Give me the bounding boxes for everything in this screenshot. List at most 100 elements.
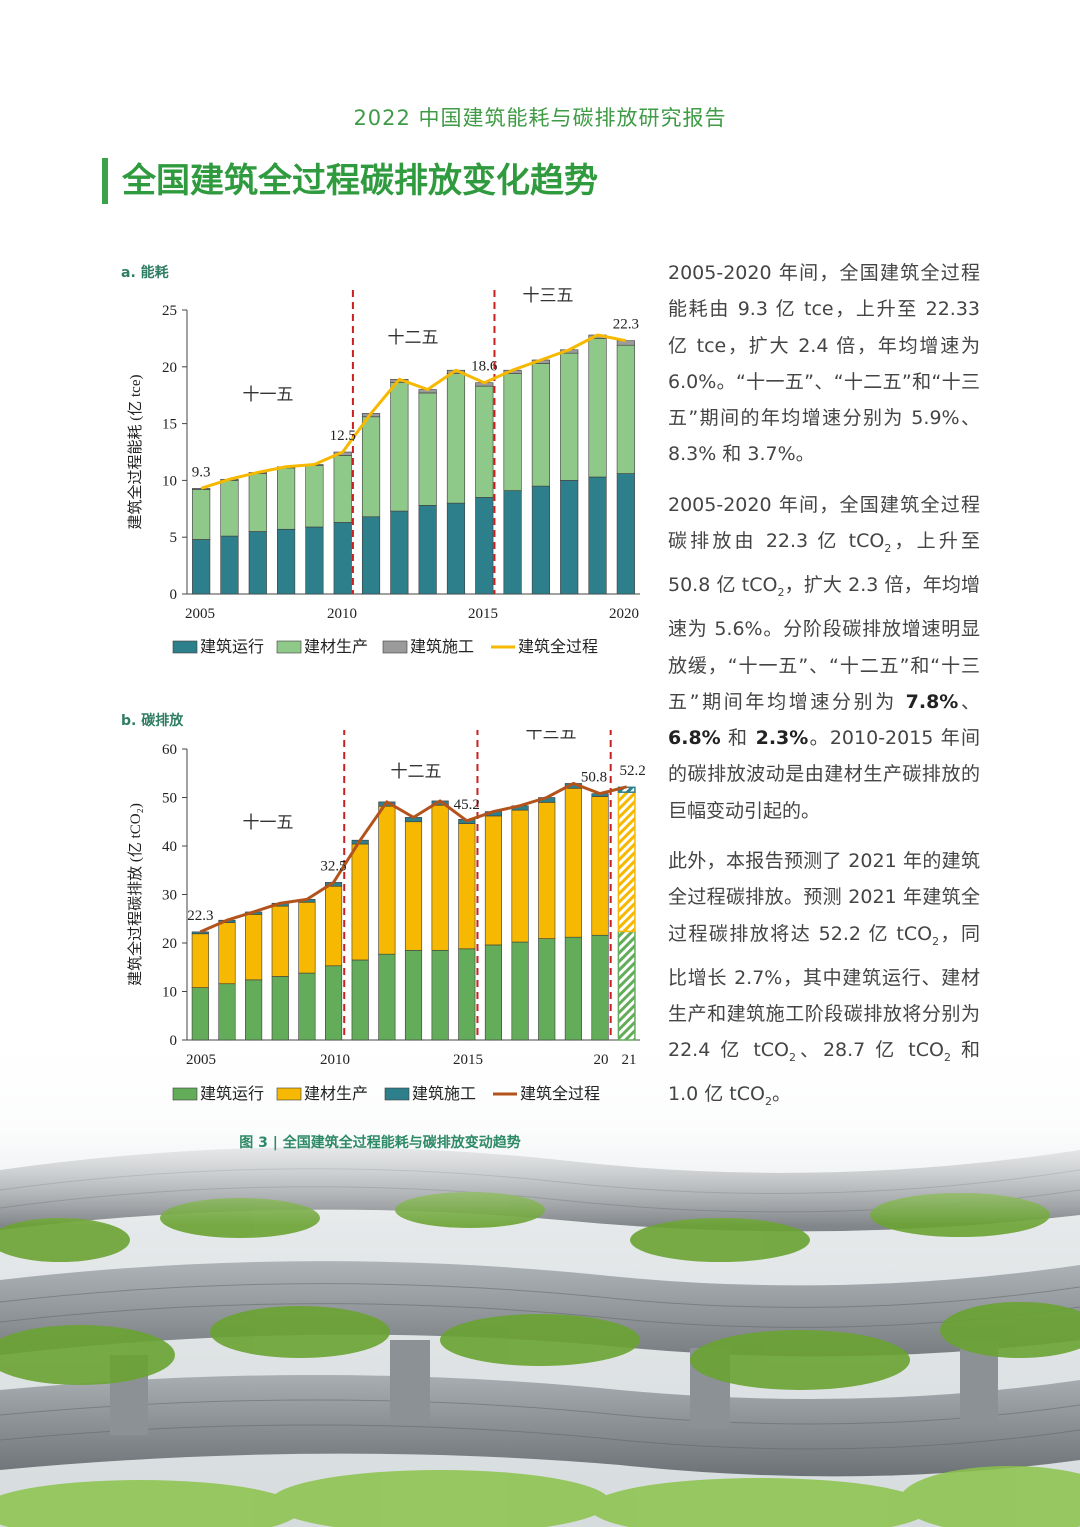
bar-建筑运行-2012	[378, 953, 396, 1041]
bar-建筑施工-2005	[192, 488, 211, 490]
x-tick-label: 2010	[320, 1052, 350, 1068]
bar-建材生产-2008	[271, 905, 289, 977]
bar-建筑运行-2005	[191, 987, 209, 1041]
bar-建筑运行-2020	[591, 934, 609, 1041]
y-axis-label: 建筑全过程碳排放 (亿 tCO₂)	[126, 803, 144, 986]
period-label: 十三五	[523, 286, 574, 305]
y-tick-label: 60	[162, 742, 177, 758]
bar-建材生产-2006	[220, 480, 239, 537]
page-title: 全国建筑全过程碳排放变化趋势	[102, 158, 598, 204]
y-tick-label: 25	[162, 303, 177, 319]
bar-建筑运行-2014	[446, 502, 466, 595]
data-label: 52.2	[620, 763, 646, 779]
y-tick-label: 50	[162, 791, 177, 807]
bar-建筑运行-2006	[220, 535, 239, 595]
bar-建材生产-2012	[390, 382, 409, 512]
bar-建材生产-2014	[446, 373, 466, 504]
bar-建材生产-2011	[361, 416, 381, 518]
bar-建材生产-2010	[324, 885, 343, 967]
x-tick-label: 2005	[185, 606, 215, 622]
bar-建材生产-2021	[617, 791, 636, 933]
bar-建材生产-2013	[404, 821, 423, 951]
legend-swatch	[172, 1087, 198, 1101]
bar-建筑运行-2016	[484, 944, 503, 1041]
x-tick-label: 21	[622, 1052, 637, 1068]
y-axis-label: 建筑全过程能耗 (亿 tce)	[126, 375, 144, 530]
bar-建筑运行-2012	[390, 510, 409, 595]
data-label: 18.6	[471, 359, 498, 375]
data-label: 22.3	[613, 317, 639, 333]
bar-建材生产-2020	[616, 344, 635, 474]
bar-建筑施工-2020	[616, 340, 635, 346]
bar-建筑运行-2020	[616, 473, 635, 595]
x-tick-label: 2015	[468, 606, 498, 622]
y-tick-label: 0	[170, 1033, 178, 1049]
bar-建筑运行-2007	[245, 979, 263, 1041]
data-label: 22.3	[187, 908, 213, 924]
bar-建筑运行-2009	[298, 972, 316, 1041]
period-label: 十三五	[526, 730, 577, 742]
x-tick-label: 2010	[327, 606, 357, 622]
bar-建筑运行-2021	[617, 930, 636, 1041]
bar-建筑运行-2013	[418, 505, 437, 595]
report-header-title: 2022 中国建筑能耗与碳排放研究报告	[353, 106, 727, 130]
bar-建材生产-2011	[351, 843, 369, 961]
legend-label: 建筑施工	[412, 1085, 476, 1103]
y-tick-label: 10	[162, 473, 177, 489]
bar-建材生产-2010	[333, 455, 352, 523]
bar-建筑运行-2008	[277, 528, 296, 595]
x-tick-label: 2015	[453, 1052, 483, 1068]
green-building-photo	[0, 1040, 1080, 1527]
period-label: 十二五	[391, 762, 442, 781]
bar-建材生产-2009	[298, 901, 316, 974]
panel-label-energy: a. 能耗	[121, 265, 169, 281]
legend-label: 建材生产	[304, 638, 368, 656]
bar-建筑运行-2010	[333, 522, 352, 595]
period-label: 十一五	[243, 385, 294, 404]
y-tick-label: 20	[162, 936, 177, 952]
bar-建筑运行-2007	[248, 531, 267, 595]
bar-建筑运行-2018	[560, 480, 579, 595]
bar-建筑运行-2011	[351, 959, 369, 1041]
paragraph-3: 此外，本报告预测了 2021 年的建筑全过程碳排放。预测 2021 年建筑全过程…	[668, 850, 980, 1109]
data-label: 45.2	[454, 797, 480, 813]
y-tick-label: 30	[162, 888, 177, 904]
paragraph-2: 2005-2020 年间，全国建筑全过程碳排放由 22.3 亿 tCO2，上升至…	[668, 493, 980, 822]
bar-建筑运行-2019	[564, 936, 582, 1041]
period-label: 十一五	[243, 813, 294, 832]
bar-建筑运行-2009	[305, 526, 324, 595]
bar-建筑运行-2017	[531, 485, 550, 595]
body-text: 2005-2020 年间，全国建筑全过程能耗由 9.3 亿 tce，上升至 22…	[668, 255, 980, 1135]
legend-label: 建材生产	[304, 1085, 368, 1103]
bar-建筑运行-2013	[404, 949, 423, 1041]
bar-建筑运行-2019	[588, 476, 607, 595]
bar-建筑运行-2017	[511, 941, 529, 1041]
carbon-chart: 0 10 20 30 40 50 60 建筑全过程碳排放 (亿 tCO₂) 2005 2010 20…	[126, 730, 646, 1103]
x-tick-label: 2020	[609, 606, 639, 622]
legend-swatch	[382, 640, 408, 654]
bar-建筑运行-2010	[324, 965, 343, 1041]
legend-label: 建筑全过程	[518, 638, 598, 656]
bar-建材生产-2012	[378, 805, 396, 955]
total-line	[200, 333, 627, 490]
bar-建材生产-2015	[475, 385, 494, 498]
bar-建筑运行-2014	[431, 949, 449, 1041]
y-tick-label: 20	[162, 360, 177, 376]
bar-建材生产-2015	[458, 823, 476, 950]
bar-建材生产-2019	[588, 338, 607, 478]
period-label: 十二五	[388, 328, 439, 347]
y-tick-label: 5	[170, 530, 178, 546]
legend-label: 建筑运行	[200, 1085, 264, 1103]
legend-label: 建筑运行	[200, 638, 264, 656]
bar-建筑运行-2011	[361, 516, 381, 595]
bar-建材生产-2005	[191, 933, 209, 988]
legend-swatch	[276, 1087, 302, 1101]
legend-swatch	[384, 1087, 410, 1101]
bar-建材生产-2007	[245, 914, 263, 981]
x-tick-label: 2005	[186, 1052, 216, 1068]
paragraph-1: 2005-2020 年间，全国建筑全过程能耗由 9.3 亿 tce，上升至 22…	[668, 262, 980, 466]
bar-建材生产-2006	[218, 922, 236, 985]
bar-建筑施工-2005	[191, 931, 209, 935]
y-tick-label: 40	[162, 839, 177, 855]
bar-建材生产-2017	[531, 363, 550, 487]
